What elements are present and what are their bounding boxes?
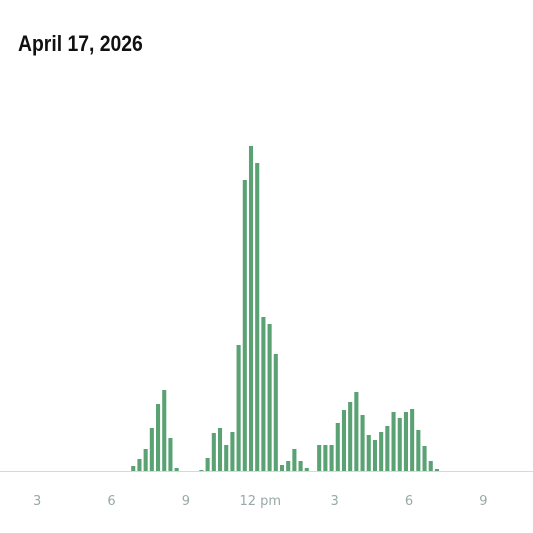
bar [385,426,390,471]
bar [155,404,161,471]
bar [341,410,347,471]
bar [372,440,378,471]
bar [248,146,254,471]
bar [236,345,241,471]
x-tick-label: 9 [479,494,487,509]
x-tick-label: 12 pm [240,494,282,509]
bar [323,445,328,471]
bar [143,449,148,471]
bar [267,324,272,471]
bar [162,390,167,471]
bar [422,446,427,471]
bar [403,412,408,471]
bar [205,458,210,471]
bar [279,465,285,471]
bar [366,435,371,471]
x-tick-label: 6 [405,494,413,509]
bar [137,459,142,471]
bar [168,438,173,471]
bar [211,433,216,471]
bar [273,354,278,471]
bar [230,432,235,471]
bar [255,163,260,471]
chart-title: April 17, 2026 [18,32,143,56]
bar [286,461,291,471]
x-tick-label: 6 [107,494,115,509]
bar [304,468,309,471]
x-tick-label: 3 [33,494,41,509]
bar [224,445,229,471]
bar [348,402,353,471]
bar [131,466,136,471]
bar [261,317,266,471]
x-tick-label: 9 [182,494,190,509]
bar [217,428,223,471]
bar [149,428,154,471]
bar [298,461,303,471]
bar [397,418,402,471]
bar [360,415,365,471]
bar [174,468,179,471]
bar [410,409,415,471]
bar [428,461,433,471]
bar [391,412,396,471]
bar [434,469,439,471]
bar [329,445,334,471]
bar [335,423,340,471]
bar [317,445,322,471]
x-tick-label: 3 [331,494,339,509]
bar [242,180,247,471]
bar [379,432,384,471]
bar [354,392,359,471]
bar [292,449,297,471]
bar [416,430,421,471]
bar [199,470,204,471]
